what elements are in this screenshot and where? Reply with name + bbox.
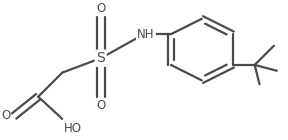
Text: O: O [1, 109, 10, 122]
Text: O: O [96, 2, 105, 15]
Text: HO: HO [64, 122, 82, 135]
Text: S: S [96, 51, 105, 65]
Text: O: O [96, 99, 105, 112]
Text: NH: NH [137, 28, 155, 41]
